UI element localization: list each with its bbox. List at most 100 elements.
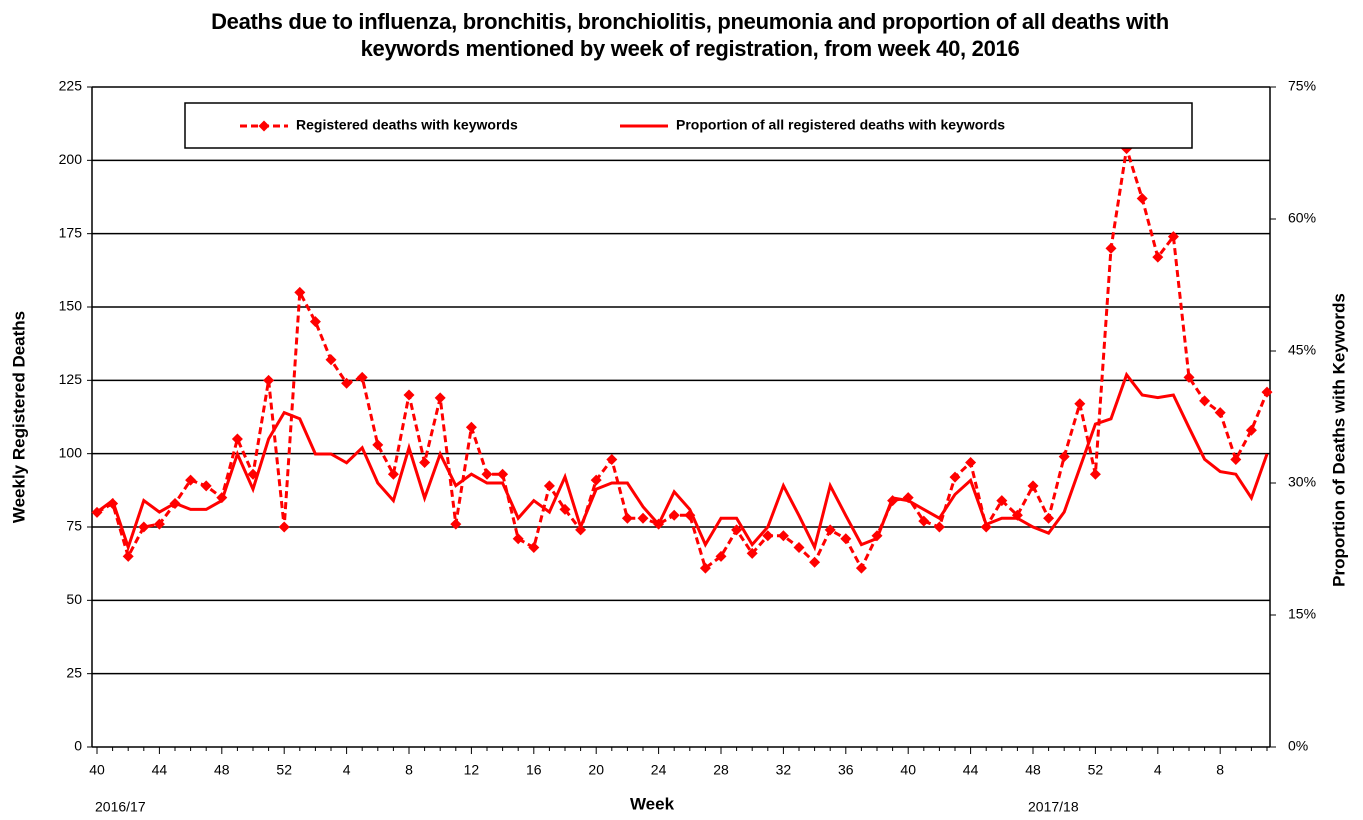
data-point [715,550,727,562]
data-point [1027,480,1039,492]
data-point [1245,424,1257,436]
data-point [949,471,961,483]
x-tick-label: 52 [1088,762,1104,778]
data-point [637,512,649,524]
data-point [309,316,321,328]
data-point [450,518,462,530]
data-point [434,392,446,404]
x-tick-label: 44 [963,762,979,778]
data-point [809,556,821,568]
data-point [590,474,602,486]
legend-box [184,102,1193,149]
legend-marker [258,120,270,132]
y-tick-label: 75 [66,518,82,534]
data-point [731,524,743,536]
data-point [1105,242,1117,254]
data-point [294,286,306,298]
x-tick-label: 48 [1025,762,1041,778]
data-point [543,480,555,492]
x-tick-label: 36 [838,762,854,778]
data-point [1152,251,1164,263]
data-point [1074,398,1086,410]
y2-tick-label: 60% [1288,210,1316,226]
data-point [138,521,150,533]
data-point [122,550,134,562]
data-point [1214,407,1226,419]
data-point [1183,371,1195,383]
x-tick-label: 40 [89,762,105,778]
x-tick-label: 28 [713,762,729,778]
data-point [996,495,1008,507]
legend-label: Proportion of all registered deaths with… [676,117,1005,133]
y2-axis-title: Proportion of Deaths with Keywords [1329,293,1348,587]
data-point [933,521,945,533]
data-point [528,542,540,554]
x-tick-label: 12 [464,762,480,778]
x-tick-label: 4 [343,762,351,778]
data-point [200,480,212,492]
x-tick-label: 8 [405,762,413,778]
legend-label: Registered deaths with keywords [296,117,518,133]
data-point [1089,468,1101,480]
y2-tick-label: 0% [1288,738,1308,754]
data-point [341,377,353,389]
x-tick-label: 40 [900,762,916,778]
data-point [699,562,711,574]
data-point [1230,454,1242,466]
x-tick-label: 48 [214,762,230,778]
y2-tick-label: 75% [1288,78,1316,94]
x-tick-label: 16 [526,762,542,778]
y-tick-label: 100 [59,444,83,460]
y-tick-label: 175 [59,224,83,240]
data-point [965,456,977,468]
y-tick-label: 50 [66,591,82,607]
y2-tick-label: 15% [1288,606,1316,622]
data-point [746,547,758,559]
season-label: 2017/18 [1028,799,1079,815]
data-point [372,439,384,451]
data-point [356,371,368,383]
data-point [1167,231,1179,243]
season-label: 2016/17 [95,799,146,815]
y-tick-label: 125 [59,371,83,387]
x-tick-label: 20 [588,762,604,778]
data-point [824,524,836,536]
x-tick-label: 32 [776,762,792,778]
x-tick-label: 44 [152,762,168,778]
data-point [153,518,165,530]
data-point [793,542,805,554]
x-tick-label: 52 [276,762,292,778]
data-point [1058,451,1070,463]
series-line [96,148,1269,572]
data-point [465,421,477,433]
data-point [855,562,867,574]
data-point [497,468,509,480]
data-point [777,530,789,542]
data-point [278,521,290,533]
data-point [263,374,275,386]
data-point [621,512,633,524]
data-point [403,389,415,401]
data-point [559,503,571,515]
y-tick-label: 0 [74,738,82,754]
y-tick-label: 225 [59,78,83,94]
data-point [606,454,618,466]
x-tick-label: 4 [1154,762,1162,778]
data-point [231,433,243,445]
data-point [419,456,431,468]
y-tick-label: 200 [59,151,83,167]
data-point [1043,512,1055,524]
data-point [387,468,399,480]
data-point [840,533,852,545]
y-tick-label: 25 [66,664,82,680]
data-point [1199,395,1211,407]
x-tick-label: 8 [1216,762,1224,778]
chart-title: Deaths due to influenza, bronchitis, bro… [211,9,1169,61]
data-point [325,354,337,366]
y-tick-label: 150 [59,298,83,314]
x-tick-label: 24 [651,762,667,778]
data-point [668,509,680,521]
data-point [1261,386,1273,398]
